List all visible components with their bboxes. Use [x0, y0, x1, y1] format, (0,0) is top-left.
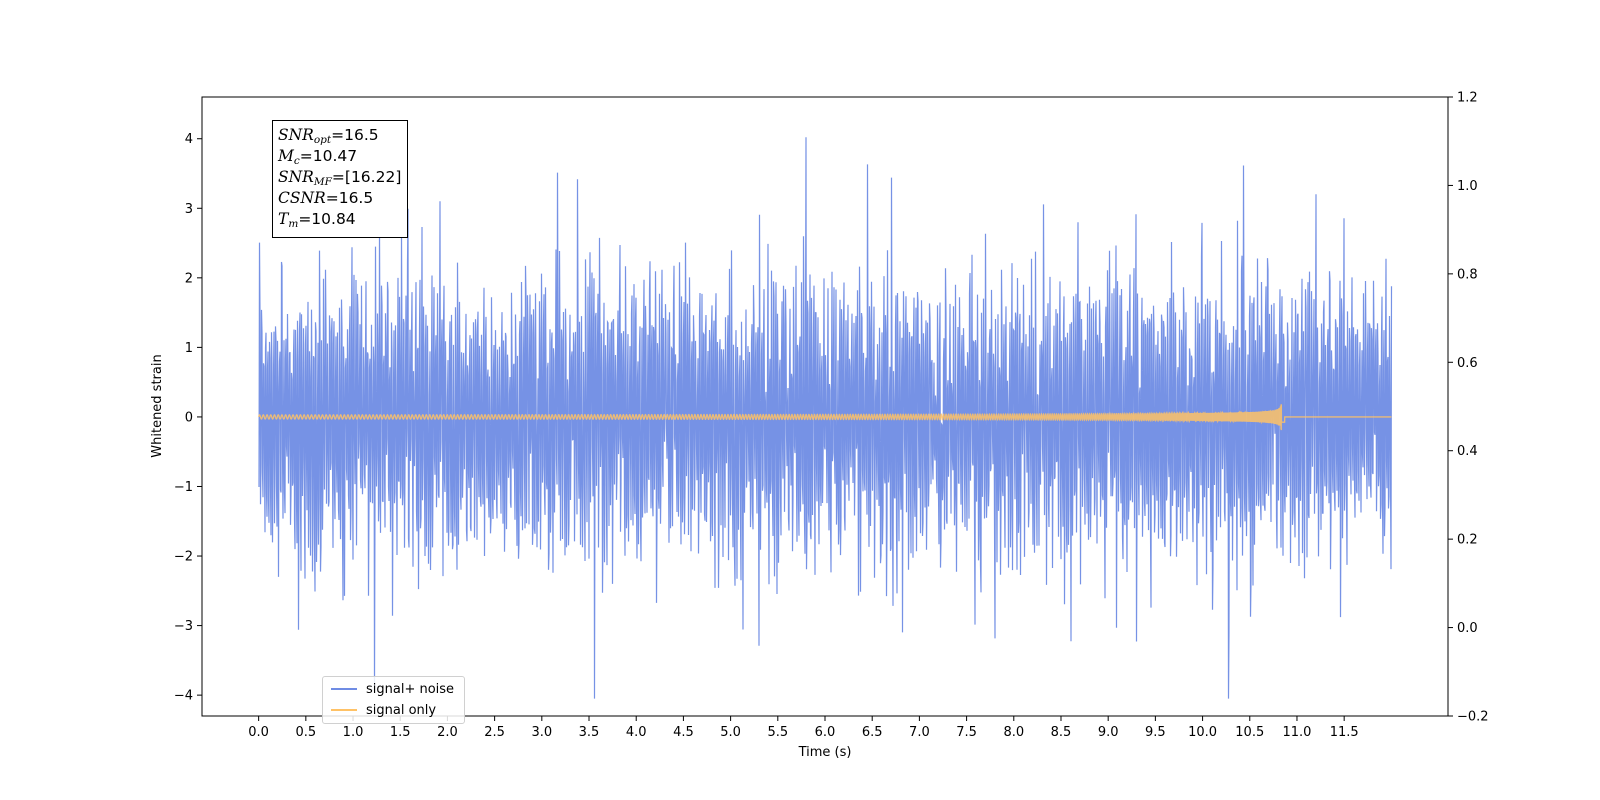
annotation-line: SNRMF=[16.22] [278, 168, 402, 188]
y-tick-label: 2 [185, 271, 193, 286]
x-tick-label: 6.0 [815, 725, 836, 740]
y2-tick-label: 0.2 [1457, 533, 1478, 548]
y-tick-label: 0 [185, 410, 193, 425]
annotation-line: Mc=10.47 [278, 147, 358, 167]
x-tick-label: 8.5 [1051, 725, 1072, 740]
y-tick-label: 4 [185, 132, 193, 147]
x-tick-label: 9.0 [1098, 725, 1119, 740]
x-tick-label: 1.5 [390, 725, 411, 740]
y2-tick-label: 0.6 [1457, 356, 1478, 371]
x-tick-label: 0.5 [295, 725, 316, 740]
x-tick-label: 11.5 [1330, 725, 1359, 740]
legend-swatch-signal-only [331, 709, 357, 711]
x-tick-label: 10.0 [1188, 725, 1217, 740]
y2-tick-label: 1.0 [1457, 179, 1478, 194]
x-tick-label: 8.0 [1003, 725, 1024, 740]
y-tick-label: 1 [185, 341, 193, 356]
legend-entry-signal-only: signal only [331, 701, 436, 719]
legend-swatch-signal-noise [331, 688, 357, 690]
series-signal-only-line [258, 404, 1392, 431]
y-tick-label: −4 [174, 689, 193, 704]
x-tick-label: 1.0 [343, 725, 364, 740]
legend-label-signal-only: signal only [366, 702, 437, 718]
legend-label-signal-noise: signal+ noise [366, 681, 455, 697]
y-tick-label: −1 [174, 480, 193, 495]
y2-tick-label: 0.4 [1457, 444, 1478, 459]
legend-entry-signal-noise: signal+ noise [331, 680, 454, 698]
series-layer [258, 137, 1393, 699]
y-axis-right: −0.2 0.0 0.2 0.4 0.6 0.8 1.0 1.2 [1448, 91, 1489, 725]
x-tick-label: 0.0 [248, 725, 269, 740]
x-tick-label: 10.5 [1235, 725, 1264, 740]
x-tick-label: 4.5 [673, 725, 694, 740]
x-axis: 0.0 0.5 1.0 1.5 2.0 2.5 3.0 3.5 4.0 4.5 5.0 5.5 6.0 6… [248, 716, 1359, 740]
annotation-line: SNRopt=16.5 [278, 126, 379, 146]
x-tick-label: 11.0 [1282, 725, 1311, 740]
y2-tick-label: 1.2 [1457, 91, 1478, 106]
x-tick-label: 7.5 [956, 725, 977, 740]
y-tick-label: −2 [174, 550, 193, 565]
parameter-annotation-box: SNRopt=16.5 Mc=10.47 SNRMF=[16.22] CSNR=16.… [272, 120, 408, 238]
series-signal-noise-line [258, 137, 1393, 699]
x-tick-label: 3.0 [531, 725, 552, 740]
y2-tick-label: 0.0 [1457, 621, 1478, 636]
y-tick-label: −3 [174, 619, 193, 634]
x-tick-label: 2.0 [437, 725, 458, 740]
y2-tick-label: −0.2 [1457, 710, 1489, 725]
x-axis-label: Time (s) [798, 745, 852, 760]
y-axis-label: Whitened strain [150, 354, 165, 457]
x-tick-label: 5.5 [767, 725, 788, 740]
x-tick-label: 3.5 [579, 725, 600, 740]
x-tick-label: 2.5 [484, 725, 505, 740]
x-tick-label: 4.0 [626, 725, 647, 740]
annotation-line: Tm=10.84 [278, 210, 356, 230]
y2-tick-label: 0.8 [1457, 267, 1478, 282]
y-axis-left: −4 −3 −2 −1 0 1 2 3 4 [174, 132, 202, 704]
y-tick-label: 3 [185, 202, 193, 217]
legend: signal+ noise signal only [322, 676, 465, 724]
x-tick-label: 5.0 [720, 725, 741, 740]
x-tick-label: 7.0 [909, 725, 930, 740]
x-tick-label: 9.5 [1145, 725, 1166, 740]
annotation-line: CSNR=16.5 [278, 189, 374, 207]
x-tick-label: 6.5 [862, 725, 883, 740]
